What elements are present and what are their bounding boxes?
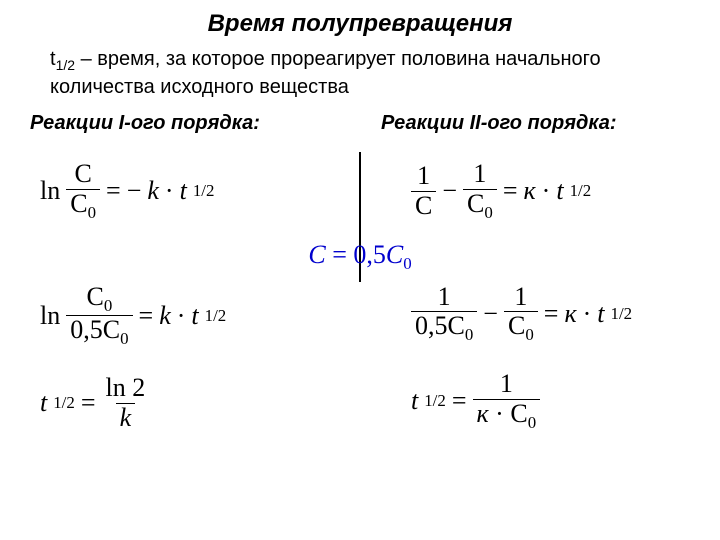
right-column: Реакции II-ого порядка: 1 C − 1 C0 = к ·… — [381, 112, 690, 457]
half: 0,5 — [415, 311, 448, 340]
sym-k: k — [159, 301, 171, 331]
eq: = — [81, 388, 96, 418]
eq: = — [503, 176, 518, 206]
left-formula-1: ln C C0 = −k · t1/2 — [40, 160, 329, 222]
sym-c0: C — [70, 189, 87, 218]
sym-t: t — [180, 176, 187, 206]
sym-k: k — [116, 403, 136, 433]
dot: · — [177, 301, 186, 331]
right-formula-1: 1 C − 1 C0 = к · t1/2 — [411, 160, 680, 222]
sym-c: C — [74, 159, 91, 188]
sym-t: t — [411, 386, 418, 416]
sub: 0 — [465, 325, 473, 344]
sub: 0 — [104, 296, 112, 315]
one: 1 — [469, 160, 490, 189]
left-formula-2: ln C0 0,5C0 = k · t1/2 — [40, 283, 329, 350]
minus: − — [483, 299, 498, 329]
eq: = — [139, 301, 154, 331]
right-heading: Реакции II-ого порядка: — [381, 112, 690, 135]
fraction: ln 2 k — [102, 374, 150, 432]
left-column: Реакции I-ого порядка: ln C C0 = −k · t1… — [30, 112, 339, 457]
minus: − — [442, 176, 457, 206]
one: 1 — [496, 370, 517, 399]
sym-t: t — [40, 388, 47, 418]
content-columns: Реакции I-ого порядка: ln C C0 = −k · t1… — [30, 112, 690, 457]
fraction: 1 C0 — [463, 160, 497, 222]
one: 1 — [434, 283, 455, 312]
sub: 0 — [120, 330, 128, 349]
sym-t: t — [191, 301, 198, 331]
right-formula-2: 1 0,5C0 − 1 C0 = к · t1/2 — [411, 283, 680, 345]
middle-formula: C = 0,5C0 — [0, 240, 720, 274]
eq: = — [106, 176, 121, 206]
sym-c0: C — [510, 399, 527, 428]
one: 1 — [413, 162, 434, 191]
eq: = — [544, 299, 559, 329]
sym-c0: C — [448, 311, 465, 340]
ln-text: ln — [40, 176, 60, 206]
ln-text: ln — [40, 301, 60, 331]
sym-tsub: 1/2 — [424, 391, 446, 411]
def-body: – время, за которое прореагирует половин… — [50, 48, 601, 98]
sym-kappa: к — [477, 399, 489, 428]
half: 0,5 — [70, 315, 103, 344]
dot: · — [583, 299, 592, 329]
fraction: 1 C0 — [504, 283, 538, 345]
mid-c0: C — [386, 240, 403, 269]
sym-tsub: 1/2 — [611, 304, 633, 324]
sym-c0: C — [86, 282, 103, 311]
fraction: 1 0,5C0 — [411, 283, 477, 345]
right-formula-3: t 1/2 = 1 к · C0 — [411, 370, 680, 432]
sym-tsub: 1/2 — [193, 181, 215, 201]
dot: · — [165, 176, 174, 206]
slide-title: Время полупревращения — [30, 10, 690, 38]
sym-tsub: 1/2 — [205, 306, 227, 326]
sym-tsub: 1/2 — [570, 181, 592, 201]
def-var-sub: 1/2 — [56, 57, 75, 73]
left-formula-3: t 1/2 = ln 2 k — [40, 374, 329, 432]
eq: = — [452, 386, 467, 416]
definition-text: t1/2 – время, за которое прореагирует по… — [50, 46, 690, 100]
one: 1 — [510, 283, 531, 312]
sym-tsub: 1/2 — [53, 393, 75, 413]
sym-c0: C — [103, 315, 120, 344]
sym-kappa: к — [523, 176, 535, 206]
ln2: ln 2 — [102, 374, 150, 403]
sub: 0 — [525, 325, 533, 344]
sym-t: t — [556, 176, 563, 206]
sym-t: t — [597, 299, 604, 329]
fraction: C C0 — [66, 160, 100, 222]
minus: − — [127, 176, 142, 206]
mid-c: C — [308, 240, 325, 269]
fraction: 1 C — [411, 162, 436, 220]
dot: · — [542, 176, 551, 206]
mid-eq: = 0,5 — [326, 240, 386, 269]
sub: 0 — [528, 413, 536, 432]
sym-c: C — [411, 191, 436, 221]
sub: 0 — [484, 203, 492, 222]
fraction: 1 к · C0 — [473, 370, 541, 432]
left-heading: Реакции I-ого порядка: — [30, 112, 339, 135]
sym-k: k — [147, 176, 159, 206]
dot: · — [495, 399, 504, 428]
sym-c0-sub: 0 — [88, 203, 96, 222]
sym-c0: C — [467, 189, 484, 218]
sym-kappa: к — [564, 299, 576, 329]
sym-c0: C — [508, 311, 525, 340]
fraction: C0 0,5C0 — [66, 283, 132, 350]
mid-c0-sub: 0 — [403, 254, 411, 273]
